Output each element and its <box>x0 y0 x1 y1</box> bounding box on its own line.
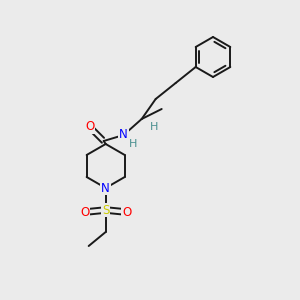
Text: O: O <box>80 206 89 218</box>
Text: O: O <box>122 206 131 218</box>
Text: N: N <box>101 182 110 194</box>
Text: H: H <box>149 122 158 132</box>
Text: H: H <box>128 139 137 149</box>
Text: S: S <box>102 203 110 217</box>
Text: O: O <box>85 121 94 134</box>
Text: N: N <box>119 128 128 142</box>
